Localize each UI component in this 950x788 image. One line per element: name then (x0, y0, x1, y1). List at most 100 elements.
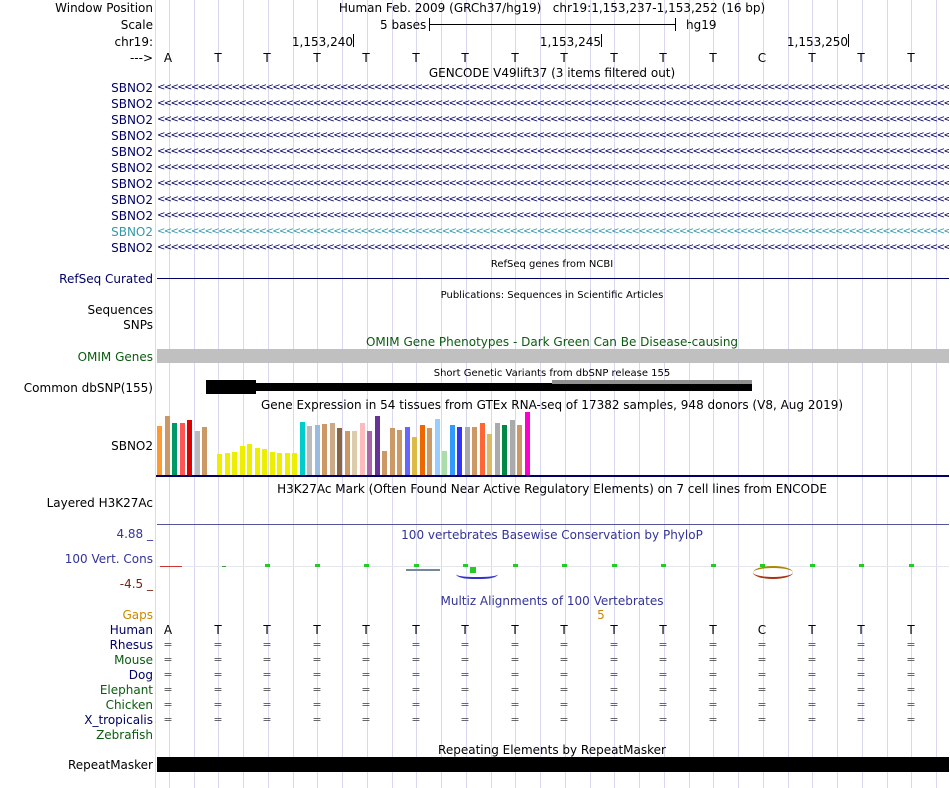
rmsk-label[interactable]: RepeatMasker (67, 758, 153, 772)
gencode-gene-label[interactable]: SBNO2 (111, 97, 153, 111)
gtex-tissue-bar[interactable] (179, 423, 185, 475)
gencode-transcript[interactable]: <<<<<<<<<<<<<<<<<<<<<<<<<<<<<<<<<<<<<<<<… (157, 178, 949, 189)
gtex-tissue-bar[interactable] (299, 422, 305, 475)
gtex-tissue-bar[interactable] (479, 423, 485, 475)
gencode-transcript[interactable]: <<<<<<<<<<<<<<<<<<<<<<<<<<<<<<<<<<<<<<<<… (157, 242, 949, 253)
gencode-title[interactable]: GENCODE V49lift37 (3 items filtered out) (428, 66, 676, 80)
gtex-tissue-bar[interactable] (232, 452, 237, 475)
gtex-tissue-bar[interactable] (344, 431, 350, 475)
gtex-tissue-bar[interactable] (284, 453, 290, 475)
h3k27ac-title[interactable]: H3K27Ac Mark (Often Found Near Active Re… (277, 482, 827, 496)
gtex-tissue-bar[interactable] (509, 420, 515, 475)
multiz-species-label[interactable]: Rhesus (109, 638, 153, 652)
gtex-tissue-bar[interactable] (404, 427, 410, 475)
gtex-tissue-bar[interactable] (412, 437, 417, 475)
gtex-tissue-bar[interactable] (224, 453, 230, 475)
gtex-tissue-bar[interactable] (389, 428, 395, 475)
h3k27ac-label[interactable]: Layered H3K27Ac (46, 496, 153, 510)
pubs-title[interactable]: Publications: Sequences in Scientific Ar… (440, 290, 664, 301)
gtex-tissue-bar[interactable] (314, 425, 320, 475)
gtex-tissue-bar[interactable] (502, 425, 507, 475)
gtex-tissue-bar[interactable] (419, 425, 425, 475)
refseq-label[interactable]: RefSeq Curated (59, 272, 153, 286)
gencode-gene-label[interactable]: SBNO2 (111, 129, 153, 143)
gtex-tissue-bar[interactable] (517, 425, 522, 475)
gtex-tissue-bar[interactable] (292, 453, 297, 475)
gencode-gene-label[interactable]: SBNO2 (111, 241, 153, 255)
gencode-gene-label[interactable]: SBNO2 (111, 145, 153, 159)
gencode-transcript[interactable]: <<<<<<<<<<<<<<<<<<<<<<<<<<<<<<<<<<<<<<<<… (157, 162, 949, 173)
gencode-transcript[interactable]: <<<<<<<<<<<<<<<<<<<<<<<<<<<<<<<<<<<<<<<<… (157, 194, 949, 205)
multiz-species-label[interactable]: Chicken (105, 698, 153, 712)
gtex-tissue-bar[interactable] (277, 453, 282, 475)
gtex-tissue-bar[interactable] (359, 423, 365, 475)
gtex-tissue-bar[interactable] (434, 419, 440, 475)
gtex-title[interactable]: Gene Expression in 54 tissues from GTEx … (260, 398, 844, 412)
gtex-tissue-bar[interactable] (487, 434, 492, 475)
gencode-gene-label[interactable]: SBNO2 (111, 209, 153, 223)
gtex-tissue-bar[interactable] (367, 431, 372, 475)
gencode-gene-label[interactable]: SBNO2 (111, 161, 153, 175)
gtex-tissue-bar[interactable] (449, 425, 455, 475)
gtex-tissue-bar[interactable] (217, 454, 222, 475)
gtex-tissue-bar[interactable] (269, 452, 275, 475)
multiz-species-label[interactable]: Dog (128, 668, 153, 682)
multiz-title[interactable]: Multiz Alignments of 100 Vertebrates (440, 594, 664, 608)
gtex-tissue-bar[interactable] (442, 451, 447, 475)
gencode-transcript[interactable]: <<<<<<<<<<<<<<<<<<<<<<<<<<<<<<<<<<<<<<<<… (157, 82, 949, 93)
gtex-tissue-bar[interactable] (262, 449, 267, 475)
gencode-gene-label[interactable]: SBNO2 (111, 177, 153, 191)
gencode-transcript[interactable]: <<<<<<<<<<<<<<<<<<<<<<<<<<<<<<<<<<<<<<<<… (157, 130, 949, 141)
multiz-species-label[interactable]: Elephant (99, 683, 153, 697)
gtex-tissue-bar[interactable] (337, 428, 342, 475)
gtex-tissue-bar[interactable] (307, 426, 312, 475)
dbsnp-title[interactable]: Short Genetic Variants from dbSNP releas… (433, 368, 671, 379)
gencode-transcript[interactable]: <<<<<<<<<<<<<<<<<<<<<<<<<<<<<<<<<<<<<<<<… (157, 210, 949, 221)
pubs-snps-label[interactable]: SNPs (123, 318, 153, 332)
multiz-species-label[interactable]: X_tropicalis (84, 713, 153, 727)
gtex-bar-chart[interactable] (157, 411, 537, 475)
gtex-tissue-bar[interactable] (427, 428, 432, 475)
omim-gene-bar[interactable] (157, 349, 949, 363)
gtex-tissue-bar[interactable] (239, 446, 245, 475)
gtex-tissue-bar[interactable] (254, 448, 260, 475)
gtex-tissue-bar[interactable] (202, 427, 207, 475)
gencode-transcript[interactable]: <<<<<<<<<<<<<<<<<<<<<<<<<<<<<<<<<<<<<<<<… (157, 98, 949, 109)
dbsnp-label[interactable]: Common dbSNP(155) (23, 381, 153, 395)
gtex-tissue-bar[interactable] (457, 427, 462, 475)
omim-label[interactable]: OMIM Genes (77, 350, 153, 364)
phylop-title[interactable]: 100 vertebrates Basewise Conservation by… (401, 528, 703, 542)
gtex-tissue-bar[interactable] (524, 412, 530, 475)
gtex-tissue-bar[interactable] (194, 431, 200, 475)
multiz-species-label[interactable]: Mouse (114, 653, 153, 667)
gencode-gene-label[interactable]: SBNO2 (111, 113, 153, 127)
gtex-tissue-bar[interactable] (322, 424, 327, 475)
dbsnp-variant-secondary[interactable] (552, 380, 752, 384)
gtex-tissue-bar[interactable] (397, 430, 402, 475)
gencode-gene-label[interactable]: SBNO2 (111, 193, 153, 207)
dbsnp-variant-bar[interactable] (206, 383, 752, 391)
multiz-species-label[interactable]: Zebrafish (96, 728, 153, 742)
gtex-tissue-bar[interactable] (164, 416, 170, 475)
omim-title[interactable]: OMIM Gene Phenotypes - Dark Green Can Be… (365, 335, 739, 349)
pubs-sequences-label[interactable]: Sequences (87, 303, 153, 317)
gencode-transcript[interactable]: <<<<<<<<<<<<<<<<<<<<<<<<<<<<<<<<<<<<<<<<… (157, 114, 949, 125)
gtex-tissue-bar[interactable] (494, 423, 500, 475)
gtex-tissue-bar[interactable] (472, 427, 477, 475)
gencode-gene-label[interactable]: SBNO2 (111, 225, 153, 239)
gtex-tissue-bar[interactable] (247, 444, 252, 475)
gencode-transcript[interactable]: <<<<<<<<<<<<<<<<<<<<<<<<<<<<<<<<<<<<<<<<… (157, 146, 949, 157)
phylop-label[interactable]: 100 Vert. Cons (64, 552, 153, 566)
gencode-gene-label[interactable]: SBNO2 (111, 81, 153, 95)
gtex-label[interactable]: SBNO2 (111, 439, 153, 453)
gencode-transcript[interactable]: <<<<<<<<<<<<<<<<<<<<<<<<<<<<<<<<<<<<<<<<… (157, 226, 949, 237)
gtex-tissue-bar[interactable] (187, 420, 192, 475)
gtex-tissue-bar[interactable] (157, 426, 162, 475)
gtex-tissue-bar[interactable] (329, 423, 335, 475)
gtex-tissue-bar[interactable] (374, 416, 380, 475)
gtex-tissue-bar[interactable] (172, 423, 177, 475)
rmsk-title[interactable]: Repeating Elements by RepeatMasker (438, 743, 666, 757)
refseq-title[interactable]: RefSeq genes from NCBI (490, 259, 614, 270)
rmsk-bar[interactable] (157, 757, 949, 772)
